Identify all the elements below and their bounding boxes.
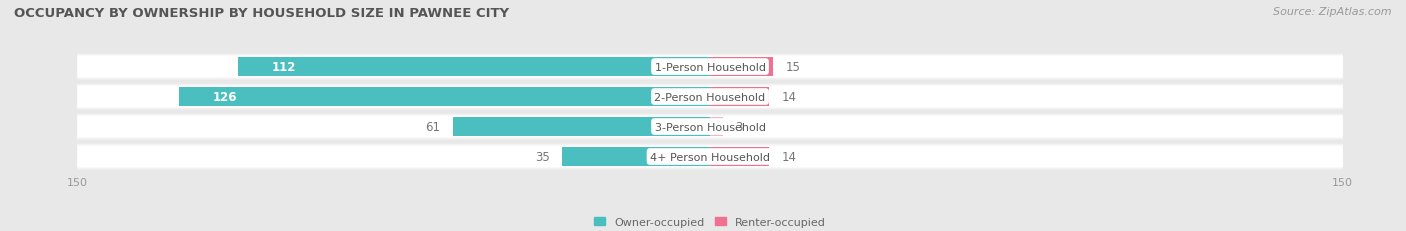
Legend: Owner-occupied, Renter-occupied: Owner-occupied, Renter-occupied [589, 213, 831, 231]
FancyBboxPatch shape [69, 55, 1351, 80]
Text: 15: 15 [786, 61, 801, 74]
Bar [238, 57, 710, 77]
Text: 14: 14 [782, 91, 797, 103]
FancyBboxPatch shape [69, 84, 1351, 110]
FancyBboxPatch shape [69, 144, 1351, 170]
Text: 61: 61 [425, 121, 440, 134]
Text: 112: 112 [271, 61, 295, 74]
Bar [710, 147, 769, 167]
FancyBboxPatch shape [77, 146, 1343, 168]
Text: 35: 35 [536, 150, 550, 163]
Bar [710, 57, 773, 77]
Bar [710, 87, 769, 107]
Bar [562, 147, 710, 167]
Text: 3: 3 [735, 121, 742, 134]
Text: 2-Person Household: 2-Person Household [654, 92, 766, 102]
FancyBboxPatch shape [77, 86, 1343, 108]
Text: Source: ZipAtlas.com: Source: ZipAtlas.com [1274, 7, 1392, 17]
Text: OCCUPANCY BY OWNERSHIP BY HOUSEHOLD SIZE IN PAWNEE CITY: OCCUPANCY BY OWNERSHIP BY HOUSEHOLD SIZE… [14, 7, 509, 20]
Text: 1-Person Household: 1-Person Household [655, 62, 765, 72]
FancyBboxPatch shape [77, 116, 1343, 138]
Text: 3-Person Household: 3-Person Household [655, 122, 765, 132]
Bar [453, 117, 710, 137]
Bar [710, 117, 723, 137]
Text: 126: 126 [212, 91, 236, 103]
Text: 4+ Person Household: 4+ Person Household [650, 152, 770, 162]
Text: 14: 14 [782, 150, 797, 163]
Bar [179, 87, 710, 107]
FancyBboxPatch shape [69, 114, 1351, 140]
FancyBboxPatch shape [77, 56, 1343, 78]
